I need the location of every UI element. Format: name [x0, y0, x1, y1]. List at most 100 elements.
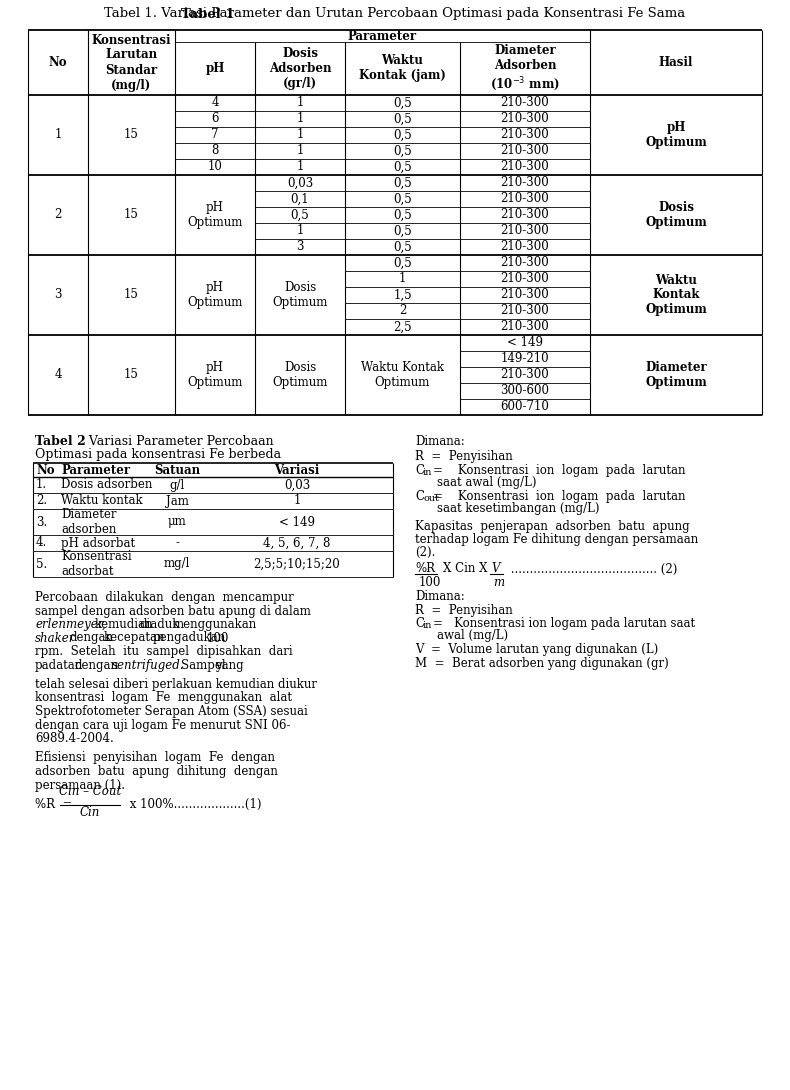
Text: rpm.  Setelah  itu  sampel  dipisahkan  dari: rpm. Setelah itu sampel dipisahkan dari [35, 645, 292, 658]
Text: saat awal (mg/L): saat awal (mg/L) [437, 476, 536, 489]
Text: Hasil: Hasil [659, 56, 693, 69]
Text: M  =  Berat adsorben yang digunakan (gr): M = Berat adsorben yang digunakan (gr) [415, 657, 669, 670]
Text: 1,5: 1,5 [393, 289, 412, 302]
Text: Tabel 1. Variasi Parameter dan Urutan Percobaan Optimasi pada Konsentrasi Fe Sam: Tabel 1. Variasi Parameter dan Urutan Pe… [104, 8, 686, 21]
Text: Dosis adsorben: Dosis adsorben [61, 479, 152, 492]
Text: 2: 2 [55, 208, 62, 221]
Text: kecepatan: kecepatan [103, 631, 164, 644]
Text: Efisiensi  penyisihan  logam  Fe  dengan: Efisiensi penyisihan logam Fe dengan [35, 751, 275, 764]
Text: 210-300: 210-300 [501, 304, 549, 317]
Text: R  =  Penyisihan: R = Penyisihan [415, 604, 513, 617]
Text: 4: 4 [211, 97, 219, 109]
Text: 1: 1 [296, 112, 303, 125]
Text: X Cin X: X Cin X [443, 562, 487, 576]
Text: 3: 3 [296, 241, 303, 254]
Text: 8: 8 [211, 145, 219, 157]
Text: 0,5: 0,5 [393, 177, 412, 190]
Text: 2,5: 2,5 [393, 320, 412, 334]
Text: Konsentrasi
Larutan
Standar
(mg/l): Konsentrasi Larutan Standar (mg/l) [92, 34, 171, 92]
Text: in: in [423, 621, 432, 630]
Text: 4.: 4. [36, 536, 47, 549]
Text: adsorben  batu  apung  dihitung  dengan: adsorben batu apung dihitung dengan [35, 765, 278, 778]
Text: 0,5: 0,5 [393, 208, 412, 221]
Text: Waktu
Kontak (jam): Waktu Kontak (jam) [359, 54, 446, 83]
Text: m: m [493, 576, 504, 589]
Text: 3: 3 [55, 289, 62, 302]
Text: %R: %R [415, 562, 435, 576]
Text: 6: 6 [211, 112, 219, 125]
Text: 210-300: 210-300 [501, 129, 549, 142]
Text: 0,5: 0,5 [291, 208, 310, 221]
Text: persamaan (1).: persamaan (1). [35, 778, 125, 791]
Text: Cin: Cin [80, 806, 100, 819]
Text: V: V [491, 562, 499, 576]
Text: 100: 100 [419, 576, 442, 589]
Text: dengan: dengan [69, 631, 113, 644]
Text: 1: 1 [296, 145, 303, 157]
Text: sentrifuged.: sentrifuged. [112, 658, 185, 671]
Text: Cin – Cout: Cin – Cout [59, 785, 121, 798]
Text: 0,5: 0,5 [393, 256, 412, 269]
Text: 0,5: 0,5 [393, 225, 412, 238]
Text: pH
Optimum: pH Optimum [187, 281, 243, 308]
Text: 149-210: 149-210 [501, 352, 549, 365]
Text: erlenmeyer,: erlenmeyer, [35, 618, 106, 631]
Text: Parameter: Parameter [348, 29, 417, 43]
Text: No: No [49, 56, 67, 69]
Text: pH: pH [205, 62, 224, 75]
Text: pH
Optimum: pH Optimum [187, 201, 243, 229]
Text: 2,5;5;10;15;20: 2,5;5;10;15;20 [254, 557, 340, 570]
Text: Tabel 2: Tabel 2 [35, 435, 86, 448]
Text: 1: 1 [296, 97, 303, 109]
Text: 2: 2 [399, 304, 406, 317]
Text: 210-300: 210-300 [501, 208, 549, 221]
Text: Waktu kontak: Waktu kontak [61, 495, 143, 508]
Text: Optimasi pada konsentrasi Fe berbeda: Optimasi pada konsentrasi Fe berbeda [35, 448, 281, 461]
Text: . Variasi Parameter Percobaan: . Variasi Parameter Percobaan [81, 435, 273, 448]
Text: Dosis
Optimum: Dosis Optimum [273, 281, 328, 308]
Text: 1: 1 [296, 129, 303, 142]
Text: yang: yang [215, 658, 244, 671]
Text: Dosis
Adsorben
(gr/l): Dosis Adsorben (gr/l) [269, 47, 331, 90]
Text: 1: 1 [296, 225, 303, 238]
Text: Percobaan  dilakukan  dengan  mencampur: Percobaan dilakukan dengan mencampur [35, 591, 294, 604]
Text: kemudian: kemudian [95, 618, 153, 631]
Text: pH
Optimum: pH Optimum [645, 121, 707, 149]
Text: pH
Optimum: pH Optimum [187, 361, 243, 389]
Text: 0,5: 0,5 [393, 160, 412, 173]
Text: 1: 1 [296, 160, 303, 173]
Text: x 100%...................(1): x 100%...................(1) [126, 798, 261, 811]
Text: pH adsorbat: pH adsorbat [61, 536, 135, 549]
Text: Dimana:: Dimana: [415, 590, 465, 603]
Text: mg/l: mg/l [164, 557, 190, 570]
Text: telah selesai diberi perlakuan kemudian diukur: telah selesai diberi perlakuan kemudian … [35, 678, 317, 691]
Text: sampel dengan adsorben batu apung di dalam: sampel dengan adsorben batu apung di dal… [35, 605, 311, 618]
Text: 6989.4-2004.: 6989.4-2004. [35, 732, 114, 744]
Text: 210-300: 210-300 [501, 289, 549, 302]
Text: C: C [415, 464, 424, 477]
Text: Parameter: Parameter [61, 463, 130, 476]
Text: Dosis
Optimum: Dosis Optimum [645, 201, 707, 229]
Text: %R  =: %R = [35, 798, 76, 811]
Text: saat kesetimbangan (mg/L): saat kesetimbangan (mg/L) [437, 502, 600, 514]
Text: awal (mg/L): awal (mg/L) [437, 629, 508, 642]
Text: 1: 1 [293, 495, 301, 508]
Text: =    Konsentrasi  ion  logam  pada  larutan: = Konsentrasi ion logam pada larutan [433, 464, 686, 477]
Text: out: out [423, 494, 439, 502]
Text: 1: 1 [55, 129, 62, 142]
Text: Konsentrasi
adsorbat: Konsentrasi adsorbat [61, 550, 132, 578]
Text: pengadukan: pengadukan [152, 631, 226, 644]
Text: g/l: g/l [169, 479, 185, 492]
Text: Diameter
Optimum: Diameter Optimum [645, 361, 707, 389]
Text: 3.: 3. [36, 516, 47, 529]
Text: dengan: dengan [74, 658, 118, 671]
Text: terhadap logam Fe dihitung dengan persamaan: terhadap logam Fe dihitung dengan persam… [415, 533, 698, 546]
Text: menggunakan: menggunakan [173, 618, 258, 631]
Text: Waktu Kontak
Optimum: Waktu Kontak Optimum [361, 361, 444, 389]
Text: in: in [423, 468, 432, 477]
Text: 210-300: 210-300 [501, 272, 549, 286]
Text: -: - [175, 536, 179, 549]
Text: =    Konsentrasi  ion  logam  pada  larutan: = Konsentrasi ion logam pada larutan [433, 490, 686, 502]
Text: μm: μm [167, 516, 186, 529]
Text: Variasi: Variasi [274, 463, 320, 476]
